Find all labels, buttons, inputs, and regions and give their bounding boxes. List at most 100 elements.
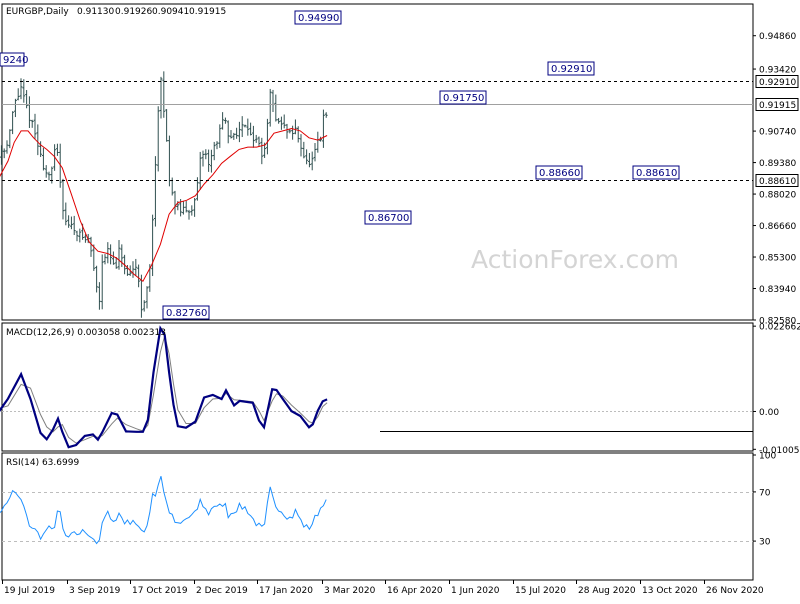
x-tick-label: 2 Dec 2019	[196, 586, 248, 596]
ohlc-bar	[36, 124, 39, 155]
svg-text:0.92910: 0.92910	[551, 64, 592, 75]
ohlc-bar	[294, 119, 297, 134]
ohlc-bar	[48, 172, 51, 181]
ohlc-bar	[168, 136, 171, 187]
ohlc-bar	[28, 96, 31, 128]
svg-text:0.90941: 0.90941	[152, 7, 189, 17]
svg-text:EURGBP,Daily: EURGBP,Daily	[6, 7, 69, 17]
price-annotation: 0.94990	[295, 11, 341, 24]
y-tick-label: 0.83940	[759, 285, 796, 295]
macd-panel	[0, 328, 753, 447]
ohlc-bar	[305, 149, 308, 164]
ohlc-bar	[157, 106, 160, 171]
price-annotation: 0.88660	[536, 166, 582, 179]
moving-average-line	[0, 129, 327, 282]
y-tick-label: 0.94860	[759, 32, 796, 42]
ohlc-bar	[90, 237, 93, 257]
y-tick-label: 0.89380	[759, 159, 796, 169]
ohlc-bar	[64, 203, 67, 226]
price-annotation: 0.82760	[163, 306, 209, 319]
ohlc-bar	[227, 120, 230, 143]
ohlc-bar	[199, 152, 202, 190]
svg-text:0.92910: 0.92910	[759, 78, 796, 88]
ohlc-bar	[45, 165, 48, 178]
ohlc-bar	[11, 111, 14, 134]
ohlc-bar	[241, 116, 244, 137]
ohlc-bar	[221, 112, 224, 129]
ohlc-bar	[151, 215, 154, 276]
ohlc-bar	[260, 138, 263, 164]
ohlc-bar	[210, 150, 213, 173]
ohlc-bar	[190, 205, 193, 215]
ohlc-bar	[204, 149, 207, 159]
ohlc-bar	[218, 124, 221, 148]
ohlc-bar	[238, 122, 241, 142]
ohlc-bar	[67, 215, 70, 228]
y-tick-label: 0.85300	[759, 254, 796, 264]
macd-y-tick-label: 0.022662	[759, 323, 800, 333]
ohlc-bar	[302, 142, 305, 158]
ohlc-bar	[56, 144, 59, 156]
ohlc-bar	[22, 79, 25, 102]
ohlc-bar	[112, 251, 115, 264]
ohlc-bar	[62, 179, 65, 220]
ohlc-bar	[143, 300, 146, 311]
svg-text:0.91130: 0.91130	[77, 7, 114, 17]
price-panel	[0, 71, 753, 317]
x-tick-label: 15 Jul 2020	[515, 586, 566, 596]
ohlc-bar	[14, 99, 17, 117]
svg-text:0.91926: 0.91926	[115, 7, 152, 17]
svg-text:0.82760: 0.82760	[166, 308, 207, 319]
x-tick-label: 17 Jan 2020	[259, 586, 313, 596]
price-annotation: 0.92910	[548, 62, 594, 75]
ohlc-bar	[95, 266, 98, 293]
macd-y-tick-label: 0.00	[759, 408, 779, 418]
ohlc-bar	[132, 261, 135, 278]
ohlc-bar	[232, 133, 235, 140]
ohlc-bar	[76, 231, 79, 241]
ohlc-bar	[272, 90, 275, 112]
ohlc-bar	[244, 125, 247, 128]
ohlc-bar	[207, 150, 210, 172]
ohlc-bar	[314, 143, 317, 161]
svg-text:0.91915: 0.91915	[189, 7, 226, 17]
ohlc-bar	[322, 110, 325, 148]
ohlc-bar	[185, 201, 188, 212]
svg-text:0.91915: 0.91915	[759, 101, 796, 111]
ohlc-bar	[193, 198, 196, 217]
ohlc-bar	[308, 153, 311, 167]
ohlc-bar	[118, 240, 121, 270]
svg-text:0.88610: 0.88610	[636, 168, 677, 179]
ohlc-bar	[249, 123, 252, 136]
price-annotation: 0.86700	[365, 211, 411, 224]
ohlc-bar	[8, 129, 11, 148]
y-tick-label: 0.90740	[759, 128, 796, 138]
ohlc-bar	[252, 126, 255, 148]
ohlc-bar	[165, 109, 168, 142]
ohlc-bar	[216, 141, 219, 149]
ohlc-bar	[25, 90, 28, 108]
ohlc-bar	[6, 140, 9, 153]
ohlc-bar	[104, 254, 107, 264]
ohlc-bar	[224, 118, 227, 124]
x-tick-label: 13 Oct 2020	[642, 586, 698, 596]
x-tick-label: 19 Jul 2019	[4, 586, 55, 596]
rsi-y-tick-label: 30	[759, 538, 771, 548]
axis-labels: 0.929100.919150.886100.948600.934200.907…	[3, 32, 800, 596]
ohlc-bar	[160, 77, 163, 119]
ohlc-bar	[70, 217, 73, 230]
ohlc-bar	[73, 216, 76, 235]
ohlc-bar	[277, 118, 280, 124]
ohlc-bar	[235, 128, 238, 139]
ohlc-bar	[316, 132, 319, 153]
ohlc-bar	[146, 286, 149, 308]
rsi-frame	[2, 453, 753, 580]
ohlc-bar	[182, 201, 185, 214]
watermark-text: ActionForex.com	[471, 245, 679, 274]
ohlc-bar	[31, 120, 34, 128]
ohlc-bar	[258, 136, 261, 146]
ohlc-bar	[101, 254, 104, 309]
